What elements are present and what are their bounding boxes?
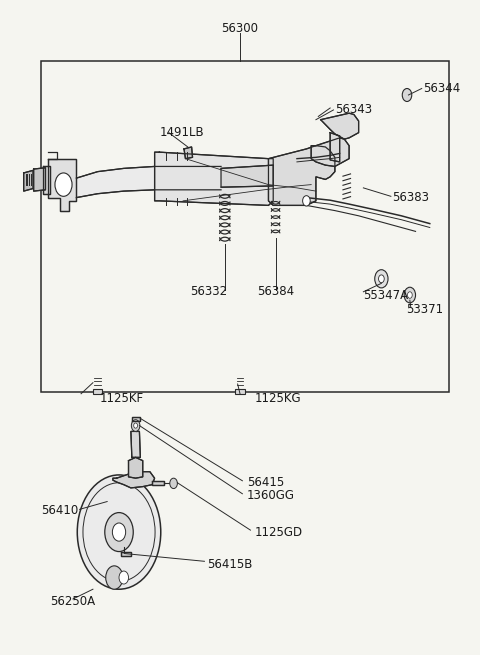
Circle shape xyxy=(375,270,388,288)
Polygon shape xyxy=(129,457,143,478)
Polygon shape xyxy=(24,170,33,191)
Circle shape xyxy=(302,196,310,206)
Polygon shape xyxy=(155,152,273,206)
Text: 1125KG: 1125KG xyxy=(254,392,301,405)
Text: 1491LB: 1491LB xyxy=(159,126,204,139)
Polygon shape xyxy=(121,552,131,556)
Text: 56384: 56384 xyxy=(257,286,294,298)
Polygon shape xyxy=(43,166,50,194)
Polygon shape xyxy=(76,166,221,198)
Circle shape xyxy=(132,420,140,432)
FancyBboxPatch shape xyxy=(235,388,245,394)
Polygon shape xyxy=(268,145,335,206)
Text: 56344: 56344 xyxy=(423,82,460,95)
Polygon shape xyxy=(184,147,192,159)
Polygon shape xyxy=(34,168,46,191)
Text: 56410: 56410 xyxy=(41,504,79,517)
Polygon shape xyxy=(131,432,140,457)
Bar xyxy=(41,61,449,392)
Polygon shape xyxy=(48,159,76,211)
Text: 56332: 56332 xyxy=(191,286,228,298)
Circle shape xyxy=(77,475,161,590)
Circle shape xyxy=(119,571,129,584)
Polygon shape xyxy=(330,133,340,162)
Circle shape xyxy=(170,478,178,489)
Polygon shape xyxy=(321,113,359,139)
Text: 56415: 56415 xyxy=(247,476,284,489)
Circle shape xyxy=(402,88,412,102)
Polygon shape xyxy=(132,417,140,421)
Text: 56415B: 56415B xyxy=(207,558,252,571)
Polygon shape xyxy=(311,138,349,166)
Text: 55347A: 55347A xyxy=(363,289,408,301)
Text: 56300: 56300 xyxy=(221,22,259,35)
Circle shape xyxy=(55,173,72,196)
Polygon shape xyxy=(152,481,164,485)
Circle shape xyxy=(106,566,123,590)
Circle shape xyxy=(404,288,416,303)
Text: 56383: 56383 xyxy=(392,191,429,204)
Text: 53371: 53371 xyxy=(406,303,443,316)
Circle shape xyxy=(134,423,137,428)
FancyBboxPatch shape xyxy=(93,388,102,394)
Polygon shape xyxy=(113,472,155,488)
Text: 56343: 56343 xyxy=(335,103,372,117)
Circle shape xyxy=(105,513,133,552)
Circle shape xyxy=(112,523,126,541)
Circle shape xyxy=(408,291,412,298)
Text: 1125KF: 1125KF xyxy=(100,392,144,405)
Text: 56250A: 56250A xyxy=(50,595,96,608)
Text: 1125GD: 1125GD xyxy=(254,525,302,538)
Polygon shape xyxy=(221,165,273,187)
Circle shape xyxy=(379,275,384,283)
Text: 1360GG: 1360GG xyxy=(247,489,295,502)
